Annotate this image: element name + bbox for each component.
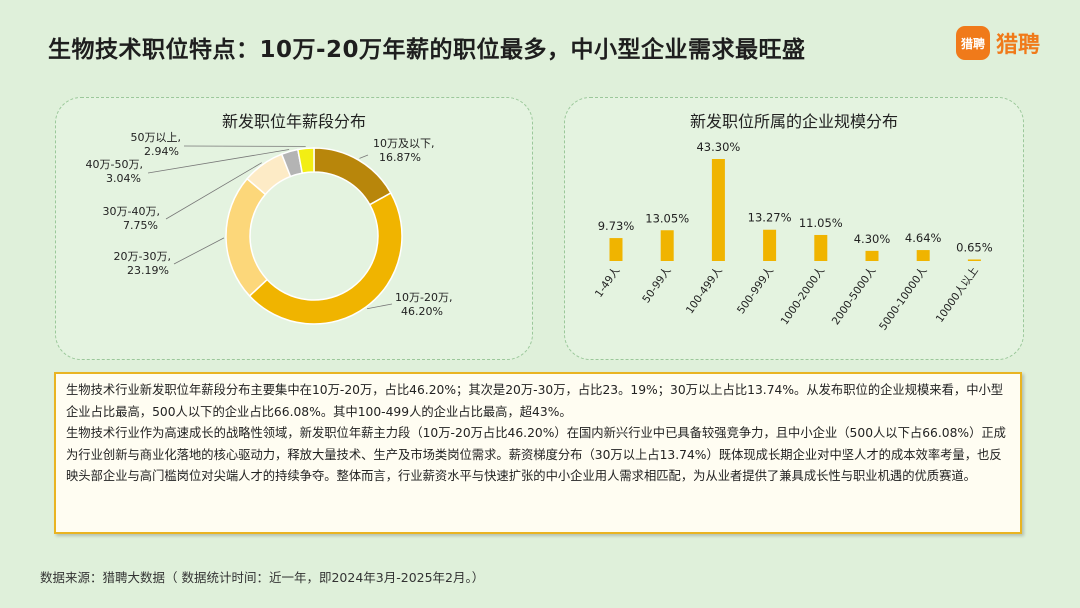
bar-category-label: 100-499人	[684, 264, 725, 316]
slice-label: 50万以上,	[131, 131, 182, 144]
donut-slice	[225, 177, 269, 297]
leader-line	[366, 303, 393, 310]
leader-line	[173, 237, 225, 265]
bar-value-label: 4.64%	[905, 231, 942, 245]
bar-value-label: 4.30%	[854, 232, 891, 246]
slice-value-label: 2.94%	[144, 145, 179, 158]
salary-chart-title: 新发职位年薪段分布	[221, 112, 366, 131]
page-title: 生物技术职位特点：10万-20万年薪的职位最多，中小型企业需求最旺盛	[48, 37, 806, 63]
bar	[660, 230, 674, 261]
bar	[967, 259, 981, 261]
donut-slice	[296, 147, 315, 174]
bar-category-label: 10000人以上	[934, 265, 981, 325]
bar	[763, 229, 777, 261]
bar	[609, 238, 623, 261]
slice-label: 20万-30万,	[114, 250, 171, 263]
company-size-bar-chart: 9.73% 1-49人 13.05% 50-99人 43.30% 100-499人 13.2…	[593, 140, 993, 333]
company-size-chart-title: 新发职位所属的企业规模分布	[689, 112, 898, 131]
bar-category-label: 1000-2000人	[779, 264, 828, 327]
summary-box: 生物技术行业新发职位年薪段分布主要集中在10万-20万，占比46.20%；其次是…	[54, 372, 1022, 534]
bar-value-label: 9.73%	[598, 219, 635, 233]
logo-text: 猎聘	[996, 33, 1041, 58]
bar-category-label: 50-99人	[640, 264, 674, 305]
bar-value-label: 0.65%	[956, 240, 993, 254]
logo-icon: 猎聘	[956, 26, 990, 60]
slice-label: 10万及以下,	[373, 137, 435, 150]
slice-value-label: 16.87%	[379, 151, 421, 164]
company-size-chart-panel: 新发职位所属的企业规模分布 9.73% 1-49人 13.05% 50-99人 43.3…	[564, 97, 1024, 360]
salary-chart-panel: 新发职位年薪段分布 10万及以下, 16.87% 10万-20万, 46.20% 20万…	[55, 97, 533, 360]
bar-value-label: 13.27%	[748, 211, 792, 225]
donut-slice	[248, 191, 403, 325]
bar	[814, 234, 828, 261]
leader-line	[147, 149, 290, 174]
liepin-logo: 猎聘 猎聘	[956, 25, 1040, 61]
salary-donut-chart: 10万及以下,16.87% 10万-20万,46.20% 20万-30万,23.19…	[86, 131, 452, 325]
summary-paragraph-2: 生物技术行业作为高速成长的战略性领域，新发职位年薪主力段（10万-20万占比46…	[66, 426, 1006, 484]
data-source: 数据来源：猎聘大数据（ 数据统计时间：近一年，即2024年3月-2025年2月。…	[40, 570, 485, 585]
bar-category-label: 500-999人	[735, 264, 776, 316]
bar	[711, 159, 725, 261]
bar-category-label: 1-49人	[593, 264, 623, 299]
slice-value-label: 46.20%	[401, 305, 443, 318]
bar	[865, 250, 879, 261]
slice-label: 30万-40万,	[103, 205, 160, 218]
leader-line	[359, 154, 369, 159]
bar-value-label: 11.05%	[799, 216, 843, 230]
bar-category-label: 2000-5000人	[830, 264, 879, 327]
bar-category-label: 5000-10000人	[877, 264, 930, 332]
bar-value-label: 43.30%	[696, 140, 740, 154]
leader-line	[165, 162, 262, 220]
slice-value-label: 23.19%	[127, 264, 169, 277]
summary-paragraph-1: 生物技术行业新发职位年薪段分布主要集中在10万-20万，占比46.20%；其次是…	[66, 383, 1004, 419]
bar	[916, 250, 930, 261]
slice-label: 40万-50万,	[86, 158, 143, 171]
bar-value-label: 13.05%	[645, 211, 689, 225]
slice-value-label: 3.04%	[106, 172, 141, 185]
slice-label: 10万-20万,	[395, 291, 452, 304]
slice-value-label: 7.75%	[123, 219, 158, 232]
